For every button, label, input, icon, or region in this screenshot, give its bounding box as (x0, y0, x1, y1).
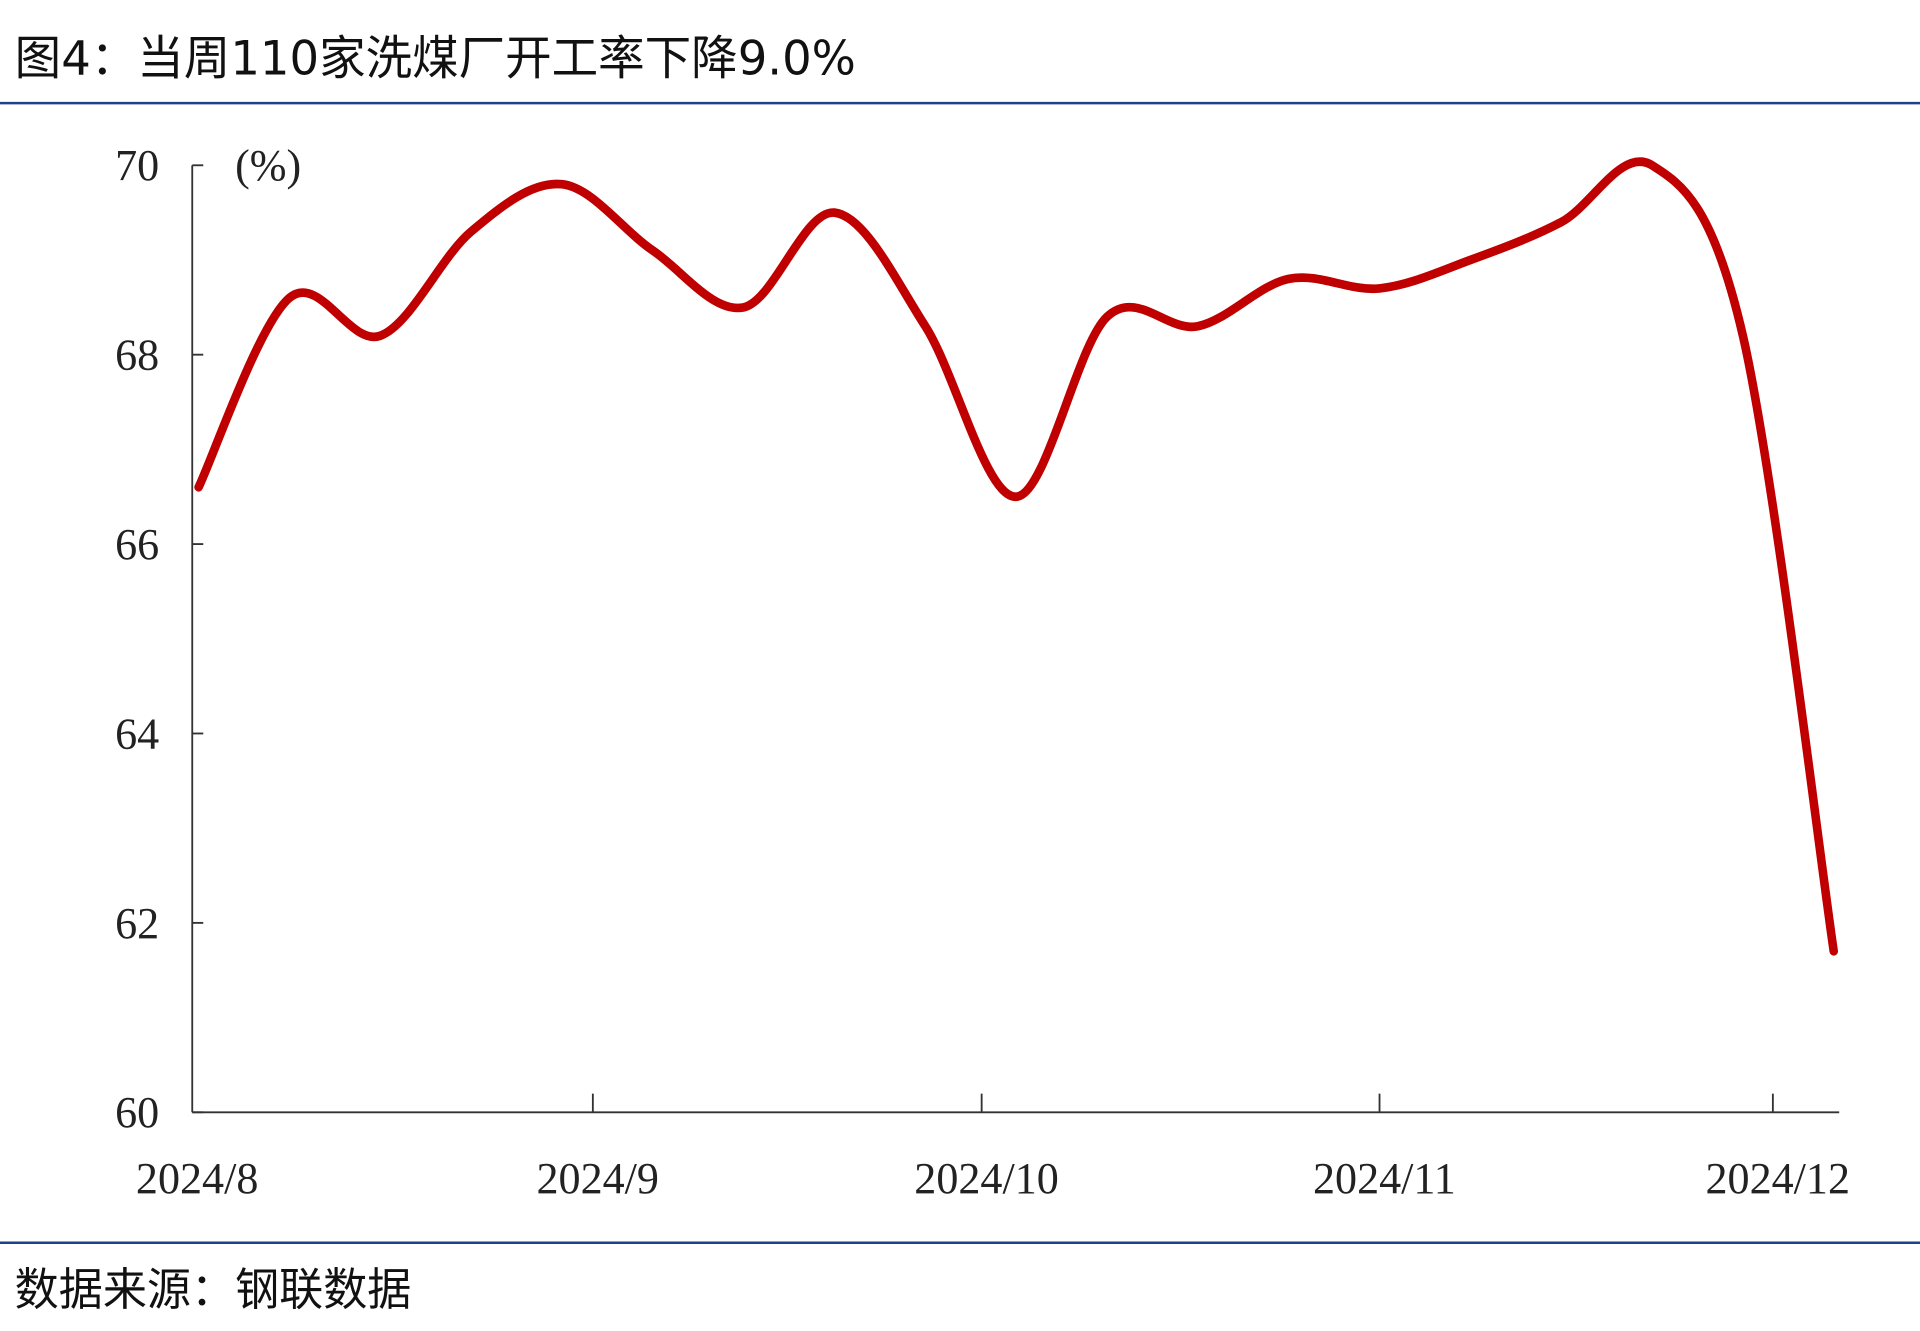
y-tick-label: 68 (115, 329, 159, 379)
y-tick-label: 64 (115, 708, 159, 758)
chart-title: 图4：当周110家洗煤厂开工率下降9.0% (15, 31, 856, 86)
source: 数据来源：钢联数据 (15, 1265, 412, 1316)
x-tick-label: 2024/8 (136, 1153, 258, 1203)
x-tick-label: 2024/12 (1706, 1153, 1850, 1203)
x-tick-label: 2024/10 (914, 1153, 1058, 1203)
y-tick-label: 60 (115, 1087, 159, 1137)
unit-label: (%) (235, 140, 301, 190)
y-tick-label: 62 (115, 897, 159, 947)
y-tick-label: 66 (115, 519, 159, 569)
line (194, 157, 1839, 956)
x-tick-label: 2024/11 (1313, 1153, 1456, 1203)
y-tick-label: 70 (115, 140, 159, 190)
x-tick-label: 2024/9 (537, 1153, 659, 1203)
